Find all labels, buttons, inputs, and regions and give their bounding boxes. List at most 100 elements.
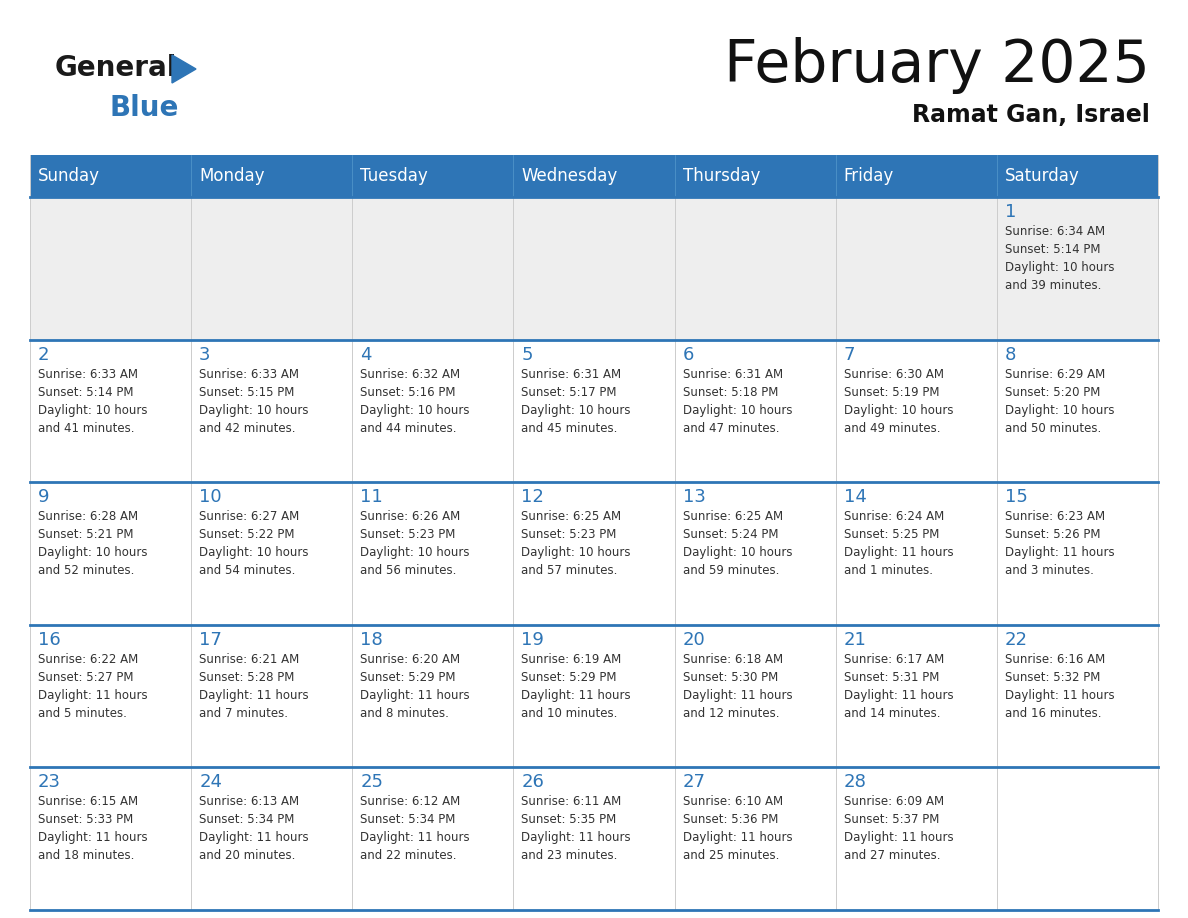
Bar — [30, 767, 191, 910]
Bar — [997, 340, 1158, 482]
Text: 26: 26 — [522, 773, 544, 791]
Text: 6: 6 — [683, 345, 694, 364]
Text: February 2025: February 2025 — [725, 37, 1150, 94]
Bar — [835, 340, 997, 482]
Text: Sunrise: 6:12 AM: Sunrise: 6:12 AM — [360, 795, 461, 809]
Text: Daylight: 10 hours: Daylight: 10 hours — [38, 546, 147, 559]
Bar — [835, 767, 997, 910]
Text: 9: 9 — [38, 488, 50, 506]
Text: Sunrise: 6:18 AM: Sunrise: 6:18 AM — [683, 653, 783, 666]
Text: Sunrise: 6:19 AM: Sunrise: 6:19 AM — [522, 653, 621, 666]
Bar — [835, 197, 997, 340]
Text: and 1 minutes.: and 1 minutes. — [843, 565, 933, 577]
Bar — [513, 482, 675, 625]
Text: Daylight: 11 hours: Daylight: 11 hours — [843, 832, 953, 845]
Text: Thursday: Thursday — [683, 167, 760, 185]
Bar — [30, 197, 191, 340]
Text: and 5 minutes.: and 5 minutes. — [38, 707, 127, 720]
Bar — [191, 340, 353, 482]
Text: and 18 minutes.: and 18 minutes. — [38, 849, 134, 862]
Text: Daylight: 10 hours: Daylight: 10 hours — [200, 546, 309, 559]
Text: Sunset: 5:34 PM: Sunset: 5:34 PM — [200, 813, 295, 826]
Text: Daylight: 10 hours: Daylight: 10 hours — [683, 546, 792, 559]
Text: 13: 13 — [683, 488, 706, 506]
Text: 21: 21 — [843, 631, 866, 649]
Text: and 14 minutes.: and 14 minutes. — [843, 707, 940, 720]
Text: and 25 minutes.: and 25 minutes. — [683, 849, 779, 862]
Text: and 8 minutes.: and 8 minutes. — [360, 707, 449, 720]
Bar — [353, 482, 513, 625]
Bar — [191, 482, 353, 625]
Bar — [997, 767, 1158, 910]
Text: Daylight: 10 hours: Daylight: 10 hours — [843, 404, 953, 417]
Text: 28: 28 — [843, 773, 866, 791]
Text: and 56 minutes.: and 56 minutes. — [360, 565, 456, 577]
Text: General: General — [55, 54, 177, 82]
Text: Sunset: 5:28 PM: Sunset: 5:28 PM — [200, 671, 295, 684]
Text: Sunset: 5:19 PM: Sunset: 5:19 PM — [843, 386, 940, 398]
Bar — [675, 767, 835, 910]
Text: 10: 10 — [200, 488, 222, 506]
Text: Sunrise: 6:31 AM: Sunrise: 6:31 AM — [683, 367, 783, 381]
Bar — [997, 197, 1158, 340]
Text: Sunset: 5:30 PM: Sunset: 5:30 PM — [683, 671, 778, 684]
Text: Daylight: 11 hours: Daylight: 11 hours — [522, 688, 631, 701]
Text: Sunrise: 6:21 AM: Sunrise: 6:21 AM — [200, 653, 299, 666]
Text: and 20 minutes.: and 20 minutes. — [200, 849, 296, 862]
Text: Sunset: 5:33 PM: Sunset: 5:33 PM — [38, 813, 133, 826]
Text: and 3 minutes.: and 3 minutes. — [1005, 565, 1094, 577]
Text: Sunset: 5:23 PM: Sunset: 5:23 PM — [360, 528, 456, 542]
Bar — [191, 767, 353, 910]
Text: Daylight: 11 hours: Daylight: 11 hours — [843, 546, 953, 559]
Text: and 59 minutes.: and 59 minutes. — [683, 565, 779, 577]
Text: Sunset: 5:18 PM: Sunset: 5:18 PM — [683, 386, 778, 398]
Text: Sunset: 5:21 PM: Sunset: 5:21 PM — [38, 528, 133, 542]
Text: Sunset: 5:14 PM: Sunset: 5:14 PM — [38, 386, 133, 398]
Text: 24: 24 — [200, 773, 222, 791]
Bar — [513, 197, 675, 340]
Text: Sunset: 5:32 PM: Sunset: 5:32 PM — [1005, 671, 1100, 684]
Text: and 47 minutes.: and 47 minutes. — [683, 421, 779, 434]
Text: Daylight: 11 hours: Daylight: 11 hours — [200, 688, 309, 701]
Bar — [675, 482, 835, 625]
Text: and 52 minutes.: and 52 minutes. — [38, 565, 134, 577]
Text: Sunset: 5:29 PM: Sunset: 5:29 PM — [522, 671, 617, 684]
Text: Daylight: 10 hours: Daylight: 10 hours — [1005, 261, 1114, 274]
Text: Sunrise: 6:27 AM: Sunrise: 6:27 AM — [200, 510, 299, 523]
Text: Sunrise: 6:34 AM: Sunrise: 6:34 AM — [1005, 225, 1105, 238]
Bar — [675, 625, 835, 767]
Text: Daylight: 11 hours: Daylight: 11 hours — [360, 688, 470, 701]
Text: Sunrise: 6:25 AM: Sunrise: 6:25 AM — [522, 510, 621, 523]
Text: Sunset: 5:36 PM: Sunset: 5:36 PM — [683, 813, 778, 826]
Text: Sunset: 5:31 PM: Sunset: 5:31 PM — [843, 671, 939, 684]
Bar — [30, 482, 191, 625]
Text: and 42 minutes.: and 42 minutes. — [200, 421, 296, 434]
Text: Sunday: Sunday — [38, 167, 100, 185]
Text: and 41 minutes.: and 41 minutes. — [38, 421, 134, 434]
Text: Friday: Friday — [843, 167, 893, 185]
Text: 1: 1 — [1005, 203, 1016, 221]
Text: Daylight: 11 hours: Daylight: 11 hours — [1005, 688, 1114, 701]
Text: Daylight: 10 hours: Daylight: 10 hours — [1005, 404, 1114, 417]
Text: and 12 minutes.: and 12 minutes. — [683, 707, 779, 720]
Text: Daylight: 11 hours: Daylight: 11 hours — [38, 688, 147, 701]
Text: 16: 16 — [38, 631, 61, 649]
Text: Daylight: 10 hours: Daylight: 10 hours — [522, 546, 631, 559]
Text: 27: 27 — [683, 773, 706, 791]
Text: Sunset: 5:22 PM: Sunset: 5:22 PM — [200, 528, 295, 542]
Text: Daylight: 10 hours: Daylight: 10 hours — [360, 546, 469, 559]
Text: and 39 minutes.: and 39 minutes. — [1005, 279, 1101, 292]
Text: Daylight: 10 hours: Daylight: 10 hours — [38, 404, 147, 417]
Text: Sunrise: 6:25 AM: Sunrise: 6:25 AM — [683, 510, 783, 523]
Text: 3: 3 — [200, 345, 210, 364]
Bar — [997, 625, 1158, 767]
Text: 17: 17 — [200, 631, 222, 649]
Text: and 54 minutes.: and 54 minutes. — [200, 565, 296, 577]
Text: Sunset: 5:27 PM: Sunset: 5:27 PM — [38, 671, 133, 684]
Text: Sunset: 5:17 PM: Sunset: 5:17 PM — [522, 386, 617, 398]
Text: Daylight: 11 hours: Daylight: 11 hours — [200, 832, 309, 845]
Text: Sunrise: 6:33 AM: Sunrise: 6:33 AM — [200, 367, 299, 381]
Text: 11: 11 — [360, 488, 383, 506]
Text: Sunrise: 6:26 AM: Sunrise: 6:26 AM — [360, 510, 461, 523]
Text: Daylight: 10 hours: Daylight: 10 hours — [360, 404, 469, 417]
